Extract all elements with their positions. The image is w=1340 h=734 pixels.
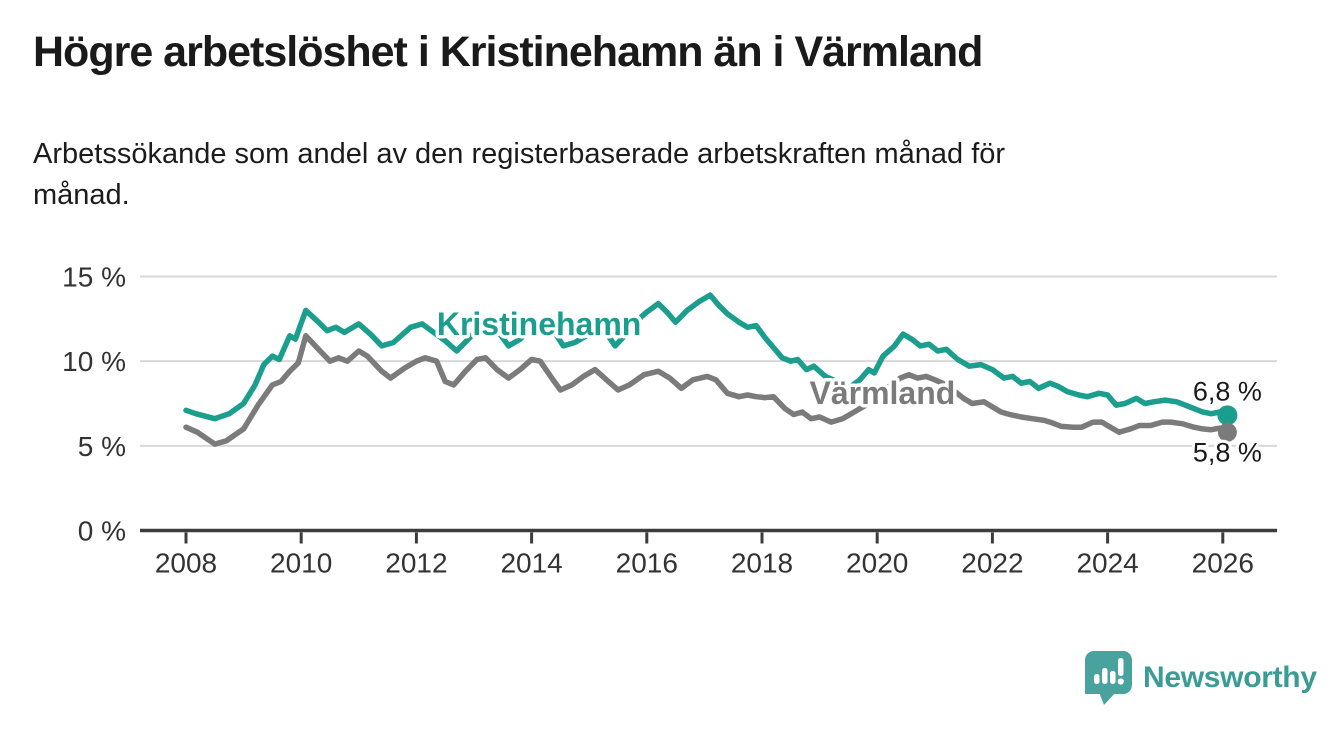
kristinehamn-end-value-label: 6,8 % (1193, 376, 1262, 406)
x-tick-label: 2014 (500, 548, 562, 579)
x-tick-label: 2020 (846, 548, 908, 579)
varmland-line (183, 333, 1231, 447)
kristinehamn-line (183, 292, 1231, 422)
chart-subtitle: Arbetssökande som andel av den registerb… (33, 138, 1006, 211)
x-tick-label: 2016 (616, 548, 678, 579)
kristinehamn-end-dot (1217, 405, 1238, 426)
x-tick-label: 2026 (1192, 548, 1254, 579)
x-tick-label: 2022 (961, 548, 1023, 579)
x-tick-label: 2024 (1076, 548, 1138, 579)
y-tick-label: 10 % (62, 346, 126, 377)
x-tick-label: 2018 (731, 548, 793, 579)
x-tick-label: 2012 (385, 548, 447, 579)
y-tick-label: 15 % (62, 262, 126, 293)
kristinehamn-series-label: Kristinehamn (437, 306, 641, 342)
newsworthy-logo-text: Newsworthy (1143, 661, 1317, 694)
y-tick-label: 0 % (78, 516, 126, 547)
newsworthy-logo-icon (1085, 651, 1132, 705)
chart-title: Högre arbetslöshet i Kristinehamn än i V… (33, 28, 983, 76)
varmland-series-label: Värmland (809, 375, 955, 411)
newsworthy-logo: Newsworthy (1085, 650, 1317, 706)
x-tick-label: 2010 (270, 548, 332, 579)
y-tick-label: 5 % (78, 431, 126, 462)
varmland-end-value-label: 5,8 % (1193, 437, 1262, 467)
varmland-end-dot (1217, 422, 1237, 442)
x-tick-label: 2008 (155, 548, 217, 579)
